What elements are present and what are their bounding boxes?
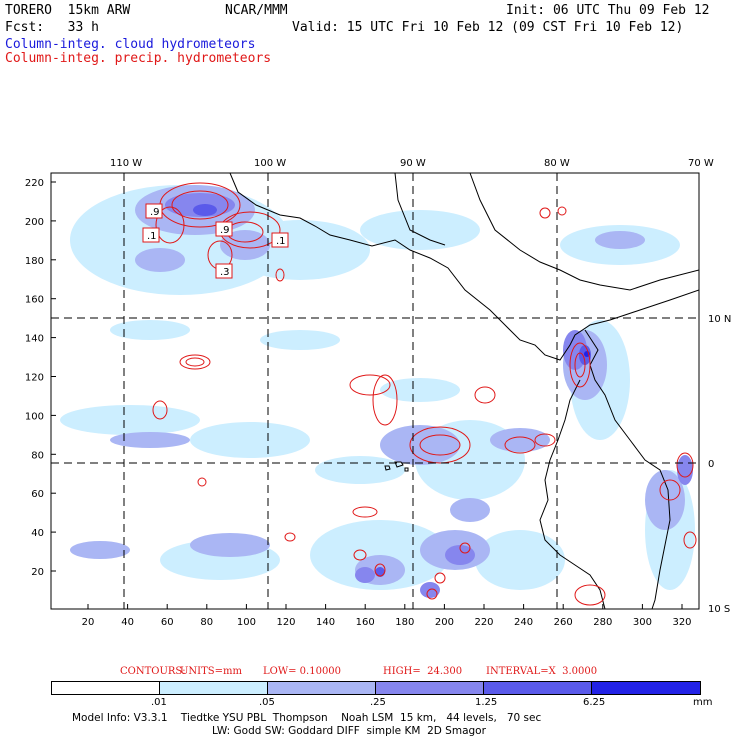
lon-label: 80 W (544, 158, 570, 169)
y-tick-label: 220 (25, 178, 44, 189)
svg-text:.9: .9 (220, 225, 230, 236)
x-tick-label: 100 (237, 617, 256, 628)
x-tick-label: 280 (593, 617, 612, 628)
y-tick-label: 180 (25, 256, 44, 267)
model-title: TORERO 15km ARW (5, 3, 131, 18)
lat-label: 10 S (708, 604, 730, 615)
field-cloud-label: Column-integ. cloud hydrometeors (5, 37, 256, 52)
y-tick-label: 20 (31, 567, 44, 578)
y-tick-label: 80 (31, 450, 44, 461)
colorbar-bin (376, 682, 484, 694)
x-tick-label: 260 (554, 617, 573, 628)
box-label: .3 (215, 263, 233, 279)
y-tick-label: 140 (25, 334, 44, 345)
colorbar-label: .25 (370, 697, 386, 708)
box-label: .1 (271, 232, 289, 248)
y-tick-label: 200 (25, 217, 44, 228)
colorbar-bin (160, 682, 268, 694)
box-label: .9 (215, 221, 233, 237)
coastlines (229, 173, 699, 609)
valid-time: Valid: 15 UTC Fri 10 Feb 12 (09 CST Fri … (292, 20, 684, 35)
x-tick-label: 240 (514, 617, 533, 628)
colorbar-label: .05 (259, 697, 275, 708)
precip-contours (152, 182, 697, 606)
colorbar-bin (268, 682, 376, 694)
contour-interval: INTERVAL=X 3.0000 (486, 666, 598, 677)
lon-label: 90 W (400, 158, 426, 169)
lon-labels: 110 W 100 W 90 W 80 W 70 W (110, 158, 714, 169)
y-tick-label: 60 (31, 489, 44, 500)
forecast-hour: Fcst: 33 h (5, 20, 99, 35)
lon-label: 100 W (254, 158, 286, 169)
lon-label: 70 W (688, 158, 714, 169)
y-axis: 220 200 180 160 140 120 100 80 60 40 20 (25, 178, 56, 578)
contour-label: CONTOURS: (120, 666, 186, 677)
contour-box-labels: .9 .1 .9 .1 .3 (142, 203, 289, 279)
colorbar-bin (52, 682, 160, 694)
x-tick-label: 160 (356, 617, 375, 628)
init-time: Init: 06 UTC Thu 09 Feb 12 (506, 3, 710, 18)
colorbar (51, 681, 701, 695)
y-tick-label: 120 (25, 373, 44, 384)
svg-text:.1: .1 (147, 231, 157, 242)
lat-labels: 10 N 0 10 S (708, 314, 731, 615)
colorbar-unit: mm (693, 697, 713, 708)
center-name: NCAR/MMM (225, 3, 288, 18)
lon-label: 110 W (110, 158, 142, 169)
x-tick-label: 200 (435, 617, 454, 628)
plot-frame (50, 172, 700, 610)
lat-label: 0 (708, 459, 714, 470)
svg-text:.3: .3 (220, 267, 230, 278)
lat-label: 10 N (708, 314, 731, 325)
x-tick-label: 80 (200, 617, 213, 628)
x-tick-label: 140 (316, 617, 335, 628)
box-label: .9 (145, 203, 163, 219)
box-label: .1 (142, 227, 160, 243)
svg-text:.9: .9 (150, 207, 160, 218)
svg-text:.1: .1 (276, 236, 286, 247)
lat-lon-grid (51, 173, 699, 609)
cloud-shading (60, 185, 695, 598)
contour-high: HIGH= 24.300 (383, 666, 463, 677)
x-tick-label: 300 (633, 617, 652, 628)
contour-units: UNITS=mm (180, 666, 242, 677)
x-tick-label: 60 (161, 617, 174, 628)
colorbar-bin (592, 682, 700, 694)
x-tick-label: 180 (395, 617, 414, 628)
model-info-line1: Model Info: V3.3.1 Tiedtke YSU PBL Thomp… (72, 712, 542, 724)
field-precip-label: Column-integ. precip. hydrometeors (5, 51, 272, 66)
model-info-line2: LW: Godd SW: Goddard DIFF simple KM 2D S… (212, 725, 486, 737)
x-tick-label: 320 (672, 617, 691, 628)
y-tick-label: 40 (31, 528, 44, 539)
y-tick-label: 100 (25, 411, 44, 422)
y-tick-label: 160 (25, 295, 44, 306)
x-tick-label: 220 (474, 617, 493, 628)
colorbar-label: .01 (151, 697, 167, 708)
x-tick-label: 20 (82, 617, 95, 628)
contour-low: LOW= 0.10000 (263, 666, 342, 677)
x-axis: 20 40 60 80 100 120 140 160 180 200 220 240 260 280 30… (82, 604, 692, 628)
colorbar-label: 1.25 (475, 697, 498, 708)
x-tick-label: 40 (121, 617, 134, 628)
x-tick-label: 120 (276, 617, 295, 628)
colorbar-bin (484, 682, 592, 694)
colorbar-label: 6.25 (583, 697, 606, 708)
